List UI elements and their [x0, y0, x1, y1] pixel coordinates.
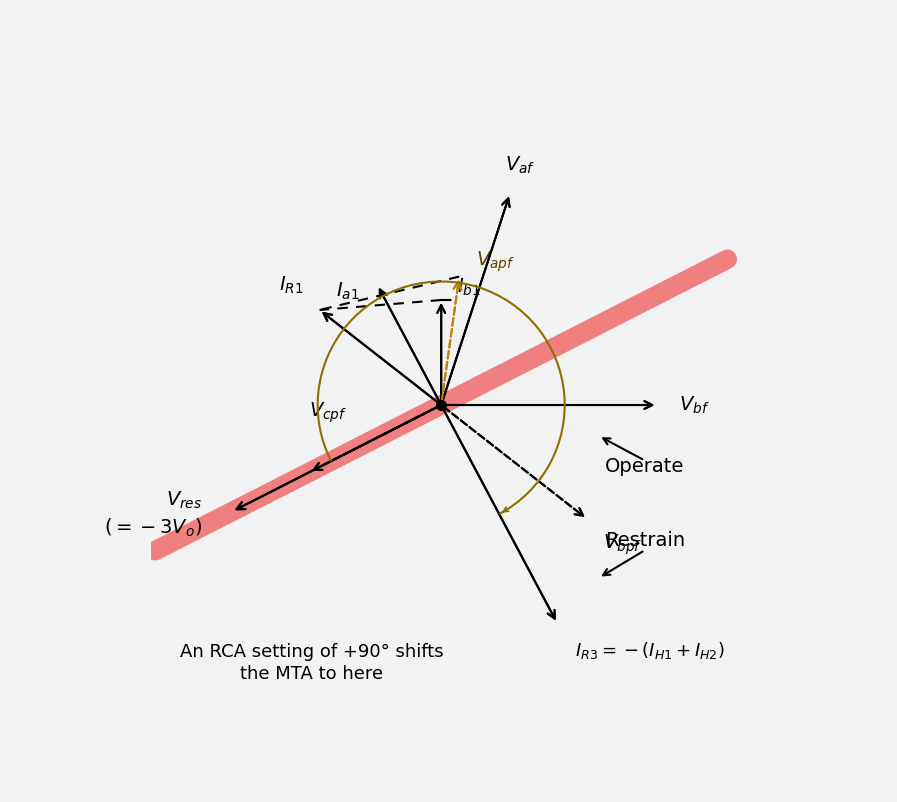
Text: $V_{bpf}$: $V_{bpf}$	[603, 533, 642, 557]
Text: $V_{res}$: $V_{res}$	[167, 490, 203, 511]
Text: $I_{b1}$: $I_{b1}$	[457, 277, 481, 298]
Text: $V_{apf}$: $V_{apf}$	[476, 249, 515, 273]
Text: $V_{af}$: $V_{af}$	[505, 154, 535, 176]
Text: $V_{cpf}$: $V_{cpf}$	[309, 401, 347, 425]
Text: $I_{a1}$: $I_{a1}$	[335, 281, 360, 302]
Text: $V_{bf}$: $V_{bf}$	[679, 395, 710, 415]
Text: Operate: Operate	[605, 457, 684, 476]
Text: Restrain: Restrain	[605, 532, 685, 550]
Text: $I_{R1}$: $I_{R1}$	[279, 275, 303, 296]
Text: An RCA setting of +90° shifts: An RCA setting of +90° shifts	[179, 643, 443, 661]
Text: $(=-3V_o)$: $(=-3V_o)$	[104, 516, 203, 539]
Text: the MTA to here: the MTA to here	[239, 665, 383, 683]
Text: $I_{R3} = -(I_{H1}+I_{H2})$: $I_{R3} = -(I_{H1}+I_{H2})$	[575, 640, 726, 661]
